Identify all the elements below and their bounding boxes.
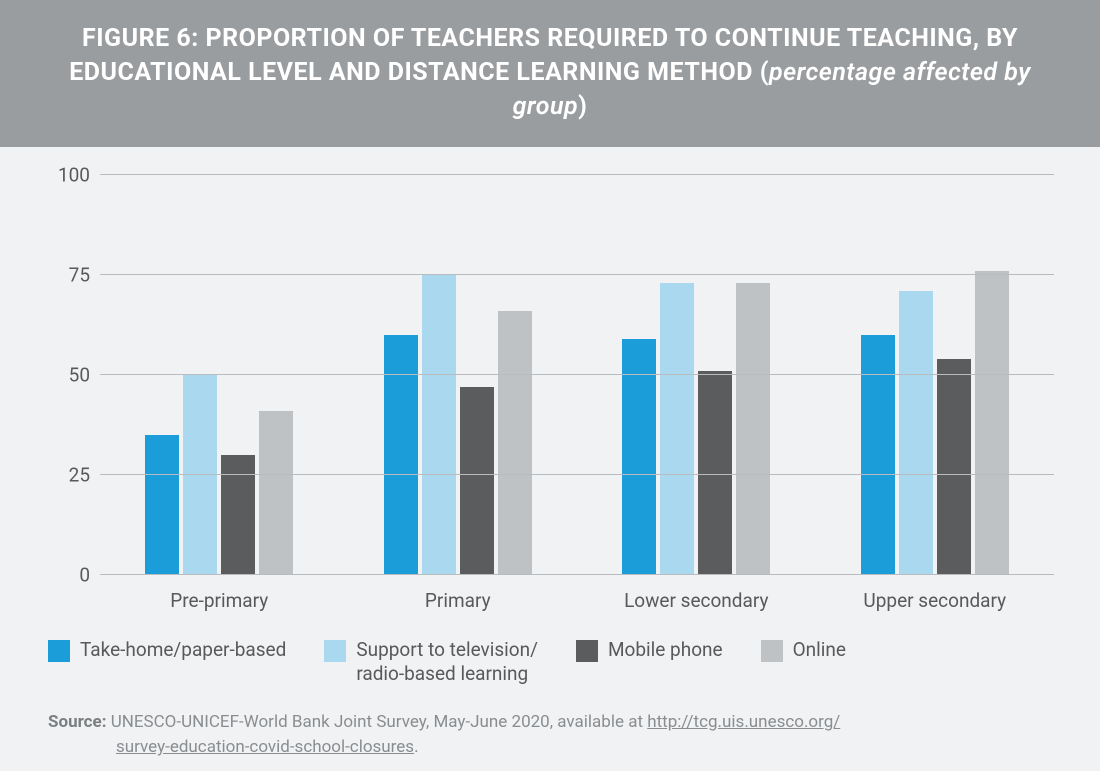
- legend-label: Mobile phone: [608, 638, 723, 662]
- y-tick-label: 50: [46, 364, 90, 387]
- x-tick-label: Primary: [339, 589, 578, 612]
- grid-line: [100, 274, 1054, 275]
- bar-online: [259, 411, 293, 575]
- legend-label: Take-home/paper-based: [80, 638, 286, 662]
- bar-online: [498, 311, 532, 575]
- legend-swatch: [576, 640, 598, 662]
- source-url-2: survey-education-covid-school-closures: [116, 737, 414, 757]
- bar-chart: 0255075100: [46, 175, 1054, 575]
- bar-group: [816, 175, 1055, 575]
- bar-mobile: [698, 371, 732, 575]
- y-tick-label: 0: [46, 564, 90, 587]
- bar-group: [100, 175, 339, 575]
- legend-swatch: [761, 640, 783, 662]
- source-citation: Source: UNESCO-UNICEF-World Bank Joint S…: [46, 710, 1054, 761]
- bar-mobile: [937, 359, 971, 575]
- grid-line: [100, 474, 1054, 475]
- bar-mobile: [221, 455, 255, 575]
- figure-container: FIGURE 6: PROPORTION OF TEACHERS REQUIRE…: [0, 0, 1100, 730]
- x-tick-label: Pre-primary: [100, 589, 339, 612]
- y-tick-label: 100: [46, 164, 90, 187]
- bar-online: [975, 271, 1009, 575]
- bar-online: [736, 283, 770, 575]
- source-text-2: .: [414, 737, 418, 757]
- grid-line: [100, 174, 1054, 175]
- plot-region: [100, 175, 1054, 575]
- legend-label: Support to television/radio-based learni…: [356, 638, 538, 686]
- bar-mobile: [460, 387, 494, 575]
- figure-title: FIGURE 6: PROPORTION OF TEACHERS REQUIRE…: [40, 22, 1060, 123]
- bar-group: [339, 175, 578, 575]
- source-text-1: UNESCO-UNICEF-World Bank Joint Survey, M…: [106, 712, 647, 732]
- bar-take_home: [861, 335, 895, 575]
- legend-swatch: [48, 640, 70, 662]
- source-label: Source:: [48, 712, 106, 732]
- x-tick-label: Upper secondary: [816, 589, 1055, 612]
- title-prefix: FIGURE 6:: [82, 24, 205, 53]
- x-axis-labels: Pre-primaryPrimaryLower secondaryUpper s…: [100, 589, 1054, 612]
- legend-item: Take-home/paper-based: [48, 638, 286, 662]
- bar-tv_radio: [422, 275, 456, 575]
- bar-take_home: [384, 335, 418, 575]
- legend-swatch: [324, 640, 346, 662]
- bar-take_home: [145, 435, 179, 575]
- legend-item: Online: [761, 638, 846, 662]
- title-paren-close: ): [578, 92, 587, 121]
- legend: Take-home/paper-based Support to televisi…: [48, 638, 1054, 686]
- title-paren-open: (: [760, 58, 769, 87]
- bar-tv_radio: [183, 375, 217, 575]
- x-tick-label: Lower secondary: [577, 589, 816, 612]
- bar-tv_radio: [660, 283, 694, 575]
- bar-group: [577, 175, 816, 575]
- plot-area: 0 25 50 75 100 Pre-primaryPrimaryLower secon…: [0, 147, 1100, 771]
- grid-line: [100, 574, 1054, 575]
- y-tick-label: 75: [46, 264, 90, 287]
- y-tick-label: 25: [46, 464, 90, 487]
- legend-label: Online: [793, 638, 846, 662]
- grid-line: [100, 374, 1054, 375]
- bar-tv_radio: [899, 291, 933, 575]
- legend-item: Support to television/radio-based learni…: [324, 638, 538, 686]
- figure-title-bar: FIGURE 6: PROPORTION OF TEACHERS REQUIRE…: [0, 0, 1100, 147]
- legend-item: Mobile phone: [576, 638, 723, 662]
- source-url-1: http://tcg.uis.unesco.org/: [647, 712, 840, 732]
